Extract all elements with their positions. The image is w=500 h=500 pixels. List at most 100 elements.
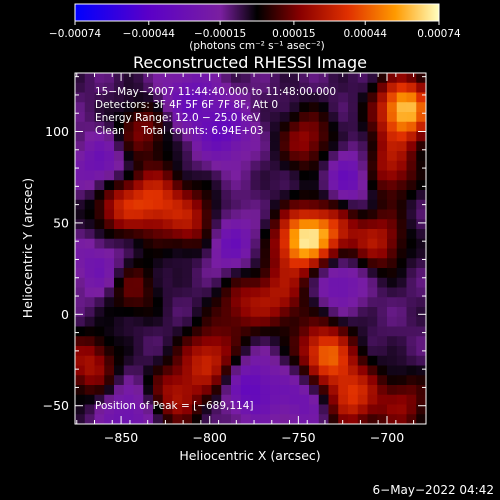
heatmap-cell — [338, 160, 349, 172]
heatmap-cell — [94, 229, 105, 240]
heatmap-cell — [260, 394, 271, 406]
heatmap-cell — [309, 102, 320, 113]
heatmap-cell — [260, 365, 271, 376]
heatmap-cell — [289, 287, 300, 298]
heatmap-cell — [153, 287, 164, 298]
heatmap-cell — [416, 73, 426, 84]
heatmap-cell — [221, 394, 232, 406]
heatmap-cell — [406, 112, 417, 123]
heatmap-cell — [75, 82, 86, 94]
heatmap-cell — [211, 238, 222, 250]
heatmap-cell — [377, 112, 388, 123]
heatmap-cell — [182, 248, 193, 259]
heatmap-cell — [396, 209, 408, 220]
heatmap-cell — [387, 404, 398, 415]
heatmap-cell — [133, 151, 144, 162]
heatmap-cell — [357, 414, 369, 424]
heatmap-cell — [240, 92, 252, 103]
heatmap-cell — [182, 141, 193, 152]
heatmap-cell — [172, 160, 183, 172]
heatmap-cell — [123, 190, 135, 201]
heatmap-cell — [250, 326, 261, 337]
heatmap-cell — [387, 365, 398, 376]
heatmap-cell — [240, 151, 252, 162]
heatmap-cell — [260, 238, 271, 250]
heatmap-cell — [182, 414, 193, 424]
heatmap-cell — [114, 365, 125, 376]
heatmap-cell — [84, 307, 96, 318]
heatmap-cell — [153, 112, 164, 123]
heatmap-cell — [143, 307, 154, 318]
heatmap-cell — [133, 375, 144, 386]
heatmap-cell — [396, 160, 408, 172]
heatmap-cell — [201, 316, 213, 328]
heatmap-cell — [367, 414, 378, 424]
heatmap-cell — [114, 287, 125, 298]
heatmap-cell — [377, 229, 388, 240]
heatmap-cell — [348, 394, 359, 406]
heatmap-cell — [309, 355, 320, 367]
heatmap-cell — [416, 131, 426, 142]
heatmap-cell — [338, 365, 349, 376]
heatmap-cell — [221, 190, 232, 201]
heatmap-cell — [387, 385, 398, 396]
heatmap-cell — [231, 229, 242, 240]
heatmap-cell — [416, 199, 426, 211]
heatmap-cell — [318, 336, 330, 347]
heatmap-cell — [114, 131, 125, 142]
heatmap-cell — [162, 219, 174, 230]
heatmap-cell — [406, 121, 417, 133]
heatmap-cell — [133, 141, 144, 152]
heatmap-cell — [270, 112, 281, 123]
heatmap-cell — [289, 414, 300, 424]
heatmap-cell — [279, 326, 291, 337]
heatmap-cell — [114, 73, 125, 84]
heatmap-cell — [289, 346, 300, 357]
heatmap-cell — [162, 112, 174, 123]
heatmap-cell — [338, 141, 349, 152]
heatmap-cell — [153, 229, 164, 240]
heatmap-cell — [240, 121, 252, 133]
heatmap-cell — [231, 92, 242, 103]
heatmap-cell — [104, 355, 115, 367]
heatmap-cell — [162, 73, 174, 84]
heatmap-cell — [192, 180, 203, 191]
heatmap-cell — [114, 229, 125, 240]
heatmap-cell — [318, 355, 330, 367]
heatmap-cell — [75, 190, 86, 201]
heatmap-cell — [133, 73, 144, 84]
heatmap-cell — [240, 375, 252, 386]
heatmap-cell — [289, 355, 300, 367]
heatmap-cell — [270, 346, 281, 357]
heatmap-cell — [289, 190, 300, 201]
heatmap-cell — [75, 209, 86, 220]
heatmap-cell — [396, 180, 408, 191]
heatmap-cell — [357, 131, 369, 142]
heatmap-cell — [84, 336, 96, 347]
heatmap-cell — [309, 336, 320, 347]
heatmap-cell — [250, 365, 261, 376]
heatmap-cell — [328, 268, 339, 279]
heatmap-cell — [182, 190, 193, 201]
heatmap-cell — [377, 394, 388, 406]
x-axis-label: Heliocentric X (arcsec) — [179, 448, 320, 463]
heatmap-cell — [182, 258, 193, 269]
heatmap-cell — [260, 268, 271, 279]
heatmap-cell — [289, 151, 300, 162]
heatmap-cell — [377, 316, 388, 328]
heatmap-cell — [279, 238, 291, 250]
heatmap-cell — [357, 394, 369, 406]
heatmap-cell — [231, 258, 242, 269]
heatmap-cell — [338, 121, 349, 133]
y-tick-label: 50 — [53, 215, 69, 230]
heatmap-cell — [270, 404, 281, 415]
heatmap-cell — [416, 385, 426, 396]
heatmap-cell — [123, 385, 135, 396]
heatmap-cell — [416, 365, 426, 376]
heatmap-cell — [279, 209, 291, 220]
heatmap-cell — [162, 385, 174, 396]
heatmap-cell — [318, 268, 330, 279]
heatmap-cell — [192, 385, 203, 396]
heatmap-cell — [357, 229, 369, 240]
heatmap-cell — [143, 219, 154, 230]
